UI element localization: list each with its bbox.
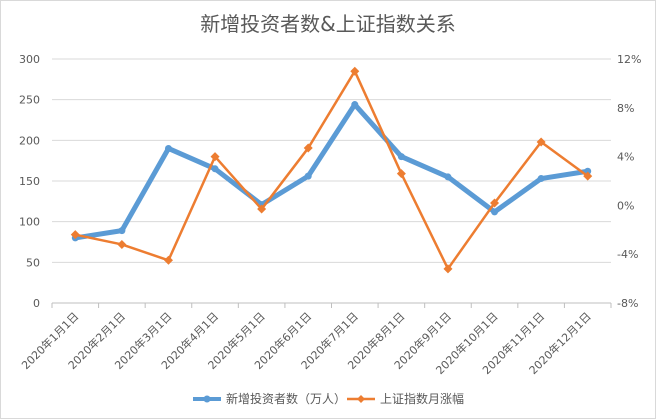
- data-point: [303, 143, 313, 153]
- right-tick-label: 8%: [617, 102, 634, 115]
- data-point: [537, 175, 545, 183]
- left-tick-label: 150: [19, 175, 40, 188]
- legend-swatch-marker: [357, 395, 365, 403]
- data-point: [584, 167, 592, 175]
- data-point: [164, 144, 172, 152]
- data-point: [257, 204, 267, 214]
- data-point: [117, 239, 127, 249]
- data-point: [583, 171, 593, 181]
- left-tick-label: 0: [33, 297, 40, 310]
- left-tick-label: 300: [19, 53, 40, 66]
- left-tick-label: 50: [26, 256, 40, 269]
- data-point: [397, 153, 405, 161]
- data-point: [350, 66, 360, 76]
- data-point: [163, 255, 173, 265]
- series-line: [74, 69, 589, 271]
- data-point: [351, 101, 359, 109]
- series-line: [72, 102, 591, 241]
- gridlines: [51, 58, 612, 308]
- right-axis-ticks: -8% -4% 0% 4% 8% 12%: [617, 53, 641, 310]
- left-tick-label: 200: [19, 134, 40, 147]
- right-tick-label: -4%: [617, 248, 638, 261]
- data-point: [490, 198, 500, 208]
- legend-swatch-marker: [203, 395, 211, 403]
- data-point: [210, 152, 220, 162]
- data-point: [536, 137, 546, 147]
- left-tick-label: 250: [19, 94, 40, 107]
- right-tick-label: 0%: [617, 199, 634, 212]
- data-point: [70, 230, 80, 240]
- right-tick-label: 12%: [617, 53, 641, 66]
- right-tick-label: 4%: [617, 151, 634, 164]
- chart-title: 新增投资者数&上证指数关系: [200, 12, 456, 36]
- legend-label: 上证指数月涨幅: [380, 391, 464, 406]
- left-axis-ticks: 0 50 100 150 200 250 300: [19, 53, 40, 310]
- data-point: [396, 169, 406, 179]
- data-point: [444, 173, 452, 181]
- left-tick-label: 100: [19, 216, 40, 229]
- series-group: [70, 66, 593, 274]
- data-point: [443, 264, 453, 274]
- data-point: [118, 227, 126, 235]
- data-point: [491, 208, 499, 216]
- x-axis-ticks: 2020年1月1日2020年2月1日2020年3月1日2020年4月1日2020…: [18, 309, 593, 377]
- legend: 新增投资者数（万人） 上证指数月涨幅: [193, 391, 464, 406]
- data-point: [304, 172, 312, 180]
- data-point: [211, 165, 219, 173]
- right-tick-label: -8%: [617, 297, 638, 310]
- legend-label: 新增投资者数（万人）: [226, 391, 346, 406]
